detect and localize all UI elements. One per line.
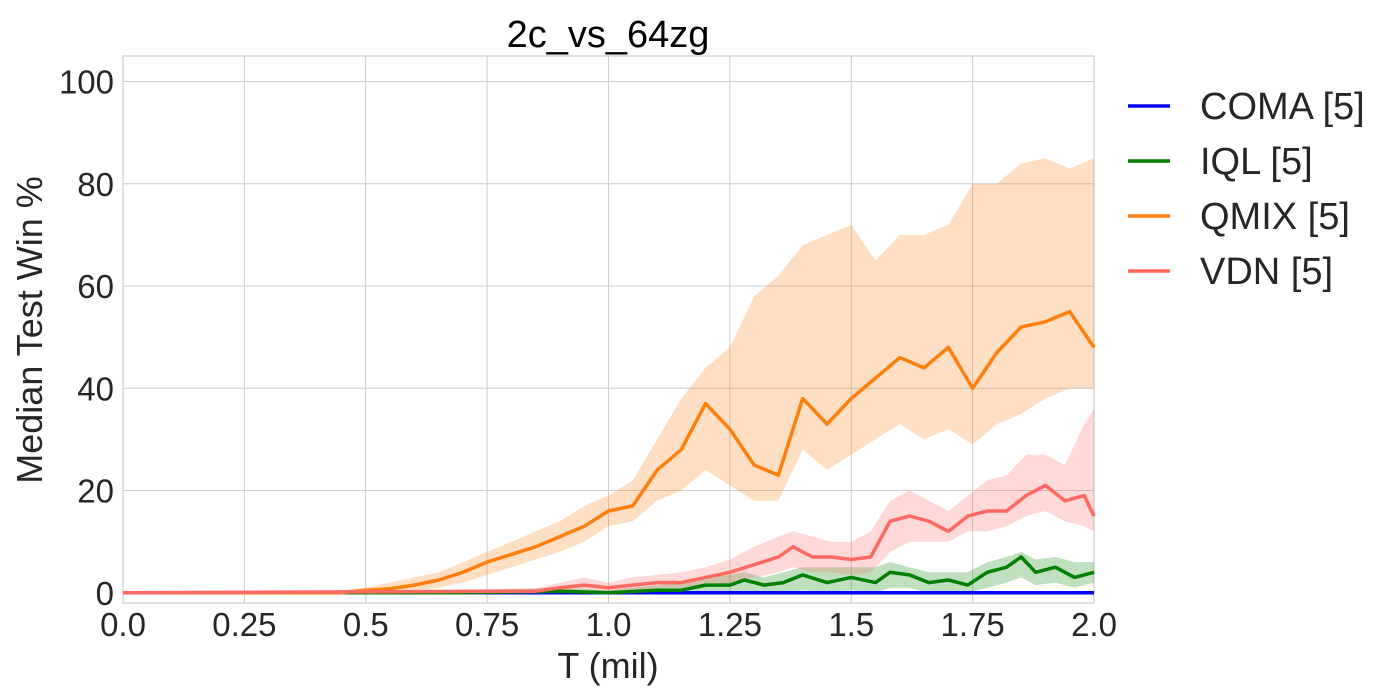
x-tick-label: 0.75 (455, 606, 519, 643)
legend-label: COMA [5] (1200, 86, 1365, 128)
y-axis-label: Median Test Win % (9, 176, 50, 483)
band-qmix (123, 158, 1094, 593)
x-tick-label: 0.25 (212, 606, 276, 643)
x-tick-label: 0.0 (100, 606, 146, 643)
band-vdn (123, 408, 1094, 593)
y-tick-labels: 0 20 40 60 80 100 (59, 64, 114, 612)
x-axis-label: T (mil) (557, 645, 658, 686)
y-tick-label: 40 (77, 370, 114, 407)
legend-label: QMIX [5] (1200, 196, 1350, 238)
y-tick-label: 80 (77, 166, 114, 203)
line-vdn (122, 483, 1096, 595)
legend: COMA [5] IQL [5] QMIX [5] VDN [5] (1128, 86, 1365, 293)
band-iql (123, 551, 1094, 593)
x-tick-label: 1.25 (698, 606, 762, 643)
y-tick-label: 100 (59, 64, 114, 101)
y-tick-label: 0 (96, 575, 114, 612)
x-tick-label: 1.0 (586, 606, 632, 643)
legend-label: VDN [5] (1200, 251, 1333, 293)
confidence-bands (123, 158, 1094, 593)
x-tick-label: 0.5 (343, 606, 389, 643)
y-tick-label: 20 (77, 473, 114, 510)
y-tick-label: 60 (77, 268, 114, 305)
x-tick-label: 1.75 (941, 606, 1005, 643)
legend-label: IQL [5] (1200, 141, 1313, 183)
x-tick-labels: 0.0 0.25 0.5 0.75 1.0 1.25 1.5 1.75 2.0 (100, 606, 1117, 643)
series-lines (122, 309, 1096, 595)
line-iql (123, 555, 1095, 595)
x-tick-label: 2.0 (1071, 606, 1117, 643)
line-qmix (123, 309, 1096, 595)
chart-title: 2c_vs_64zg (507, 14, 710, 56)
x-tick-label: 1.5 (828, 606, 874, 643)
